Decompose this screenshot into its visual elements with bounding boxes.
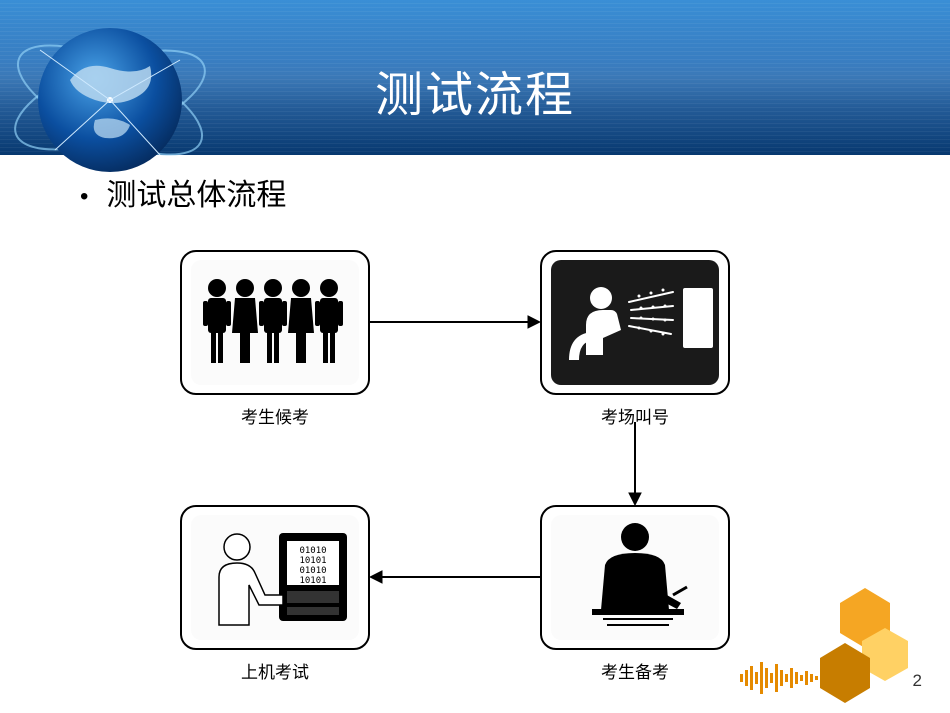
- arrow-right-icon: [370, 310, 540, 334]
- people-queue-icon: [191, 260, 359, 385]
- page-title: 测试流程: [0, 55, 950, 125]
- node-box: [540, 505, 730, 650]
- node-label: 考生候考: [180, 403, 370, 428]
- svg-text:01010: 01010: [299, 546, 326, 556]
- subtitle-text: 测试总体流程: [106, 179, 286, 212]
- flow-node-preparing: 考生备考: [540, 505, 730, 683]
- flow-node-calling: 考场叫号: [540, 250, 730, 428]
- hexagon-deco-icon: [780, 583, 910, 703]
- arrow-down-icon: [623, 422, 647, 505]
- svg-text:10101: 10101: [299, 556, 326, 566]
- svg-text:01010: 01010: [299, 566, 326, 576]
- arrow-left-icon: [370, 565, 540, 589]
- flow-node-exam: 01010 10101 01010 10101 上机考试: [180, 505, 370, 683]
- page-number: 2: [913, 671, 922, 691]
- node-box: [540, 250, 730, 395]
- flow-node-waiting: 考生候考: [180, 250, 370, 428]
- bullet-dot: •: [80, 183, 88, 211]
- writing-desk-icon: [551, 515, 719, 640]
- seated-screen-icon: [551, 260, 719, 385]
- node-box: 01010 10101 01010 10101: [180, 505, 370, 650]
- flowchart: 考生候考: [180, 250, 770, 690]
- header-banner: 测试流程: [0, 0, 950, 155]
- computer-exam-icon: 01010 10101 01010 10101: [191, 515, 359, 640]
- svg-text:10101: 10101: [299, 576, 326, 586]
- node-box: [180, 250, 370, 395]
- node-label: 上机考试: [180, 658, 370, 683]
- node-label: 考生备考: [540, 658, 730, 683]
- subtitle-bullet: • 测试总体流程: [80, 170, 286, 214]
